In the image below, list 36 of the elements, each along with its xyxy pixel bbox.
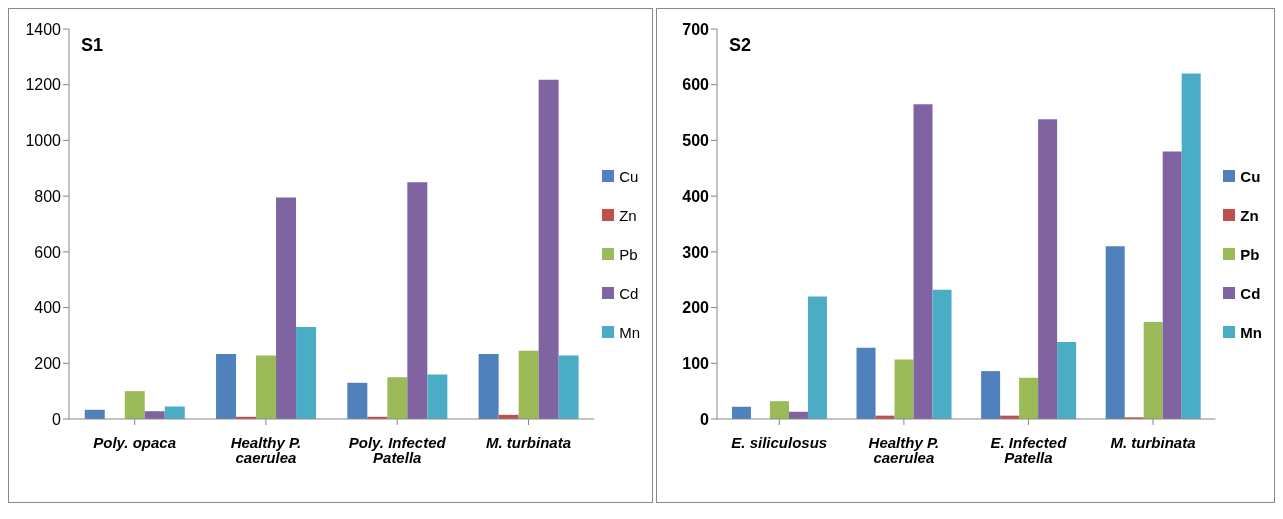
chart-title: S1 [81, 35, 104, 56]
legend-label: Cu [1240, 167, 1261, 185]
legend-label: Cd [619, 284, 639, 302]
y-tick-label: 100 [682, 354, 710, 372]
y-tick-label: 300 [682, 243, 710, 261]
legend-label: Pb [1240, 245, 1260, 263]
y-tick-label: 1000 [25, 132, 62, 150]
y-tick-label: 700 [682, 20, 710, 38]
y-tick-label: 1400 [25, 20, 62, 38]
y-tick-label: 0 [700, 410, 710, 428]
y-tick-label: 200 [682, 299, 710, 317]
x-tick-label: Poly. Infected Patella [348, 433, 447, 466]
x-tick-label: Poly. opaca [93, 433, 177, 451]
y-tick-label: 600 [682, 76, 710, 94]
legend-label: Zn [1240, 206, 1259, 224]
y-tick-label: 600 [34, 243, 62, 261]
chart-title: S2 [729, 35, 752, 56]
y-tick-label: 400 [34, 299, 62, 317]
y-tick-label: 1200 [25, 76, 62, 94]
legend-label: Mn [619, 323, 640, 341]
x-tick-label: Healthy P. caerulea [868, 433, 940, 466]
x-tick-label: Healthy P. caerulea [230, 433, 302, 466]
y-tick-label: 200 [34, 354, 62, 372]
y-tick-label: 800 [34, 187, 62, 205]
legend-label: Mn [1240, 323, 1262, 341]
y-tick-label: 500 [682, 132, 710, 150]
y-tick-label: 400 [682, 187, 710, 205]
x-tick-label: M. turbinata [486, 433, 572, 451]
legend-label: Pb [619, 245, 638, 263]
y-tick-label: 0 [52, 410, 62, 428]
legend-label: Cu [619, 167, 639, 185]
x-tick-label: E. Infected Patella [990, 433, 1068, 466]
legend-label: Cd [1240, 284, 1261, 302]
x-tick-label: M. turbinata [1110, 433, 1196, 451]
x-tick-label: E. siliculosus [731, 433, 828, 451]
legend-label: Zn [619, 206, 637, 224]
